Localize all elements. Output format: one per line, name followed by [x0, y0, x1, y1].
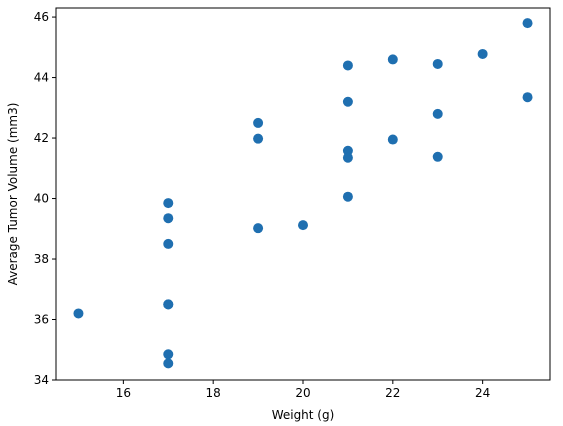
- x-tick-label: 22: [385, 386, 400, 400]
- data-point: [522, 92, 533, 103]
- x-tick-label: 16: [116, 386, 131, 400]
- data-point: [163, 358, 174, 369]
- y-tick-label: 46: [34, 10, 49, 24]
- data-point: [253, 223, 264, 234]
- data-point: [342, 145, 353, 156]
- data-point: [342, 96, 353, 107]
- x-tick-label: 18: [206, 386, 221, 400]
- x-tick-label: 20: [295, 386, 310, 400]
- x-tick-label: 24: [475, 386, 490, 400]
- data-point: [163, 238, 174, 249]
- x-axis-label: Weight (g): [272, 408, 335, 422]
- x-axis: 16 18 20 22 24: [116, 380, 490, 400]
- data-point: [477, 48, 488, 59]
- data-point: [522, 18, 533, 29]
- y-tick-label: 40: [34, 192, 49, 206]
- data-point: [342, 191, 353, 202]
- data-point: [163, 349, 174, 360]
- data-point: [432, 58, 443, 69]
- data-point: [163, 198, 174, 209]
- data-point: [73, 308, 84, 319]
- data-point: [387, 134, 398, 145]
- y-axis: 34 36 38 40 42 44 46: [34, 10, 56, 387]
- data-point: [298, 220, 308, 231]
- y-tick-label: 44: [34, 71, 49, 85]
- y-tick-label: 38: [34, 252, 49, 266]
- data-point: [163, 299, 174, 310]
- data-point: [342, 152, 353, 163]
- y-tick-label: 42: [34, 131, 49, 145]
- data-point: [387, 54, 398, 65]
- data-point: [432, 151, 443, 162]
- data-point: [253, 133, 264, 144]
- data-points: [73, 18, 533, 369]
- data-point: [163, 213, 174, 224]
- y-axis-label: Average Tumor Volume (mm3): [6, 103, 20, 286]
- data-point: [253, 117, 264, 128]
- y-tick-label: 36: [34, 313, 49, 327]
- data-point: [432, 108, 443, 119]
- y-tick-label: 34: [34, 373, 49, 387]
- data-point: [342, 60, 353, 71]
